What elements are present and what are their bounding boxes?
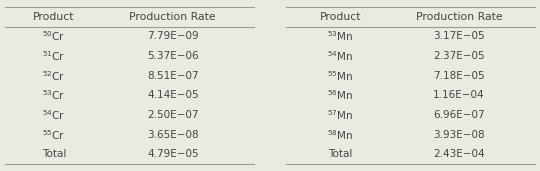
Text: 7.79E−09: 7.79E−09 — [147, 31, 199, 41]
Text: Total: Total — [42, 149, 66, 159]
Text: $^{57}$Mn: $^{57}$Mn — [327, 108, 353, 122]
Text: 3.17E−05: 3.17E−05 — [433, 31, 485, 41]
Text: Total: Total — [328, 149, 353, 159]
Text: 6.96E−07: 6.96E−07 — [433, 110, 485, 120]
Text: 8.51E−07: 8.51E−07 — [147, 71, 199, 81]
Text: 5.37E−06: 5.37E−06 — [147, 51, 199, 61]
Text: $^{53}$Cr: $^{53}$Cr — [42, 88, 66, 102]
Text: $^{56}$Mn: $^{56}$Mn — [327, 88, 353, 102]
Text: $^{55}$Mn: $^{55}$Mn — [327, 69, 353, 83]
Text: 2.37E−05: 2.37E−05 — [433, 51, 485, 61]
Text: 2.43E−04: 2.43E−04 — [433, 149, 485, 159]
Text: Production Rate: Production Rate — [416, 12, 502, 22]
Text: $^{52}$Cr: $^{52}$Cr — [42, 69, 66, 83]
Text: 3.93E−08: 3.93E−08 — [433, 130, 485, 140]
Text: $^{54}$Mn: $^{54}$Mn — [327, 49, 353, 63]
Text: $^{50}$Cr: $^{50}$Cr — [42, 29, 66, 43]
Text: Product: Product — [320, 12, 361, 22]
Text: 1.16E−04: 1.16E−04 — [433, 90, 485, 100]
Text: $^{54}$Cr: $^{54}$Cr — [42, 108, 66, 122]
Text: 3.65E−08: 3.65E−08 — [147, 130, 199, 140]
Text: 2.50E−07: 2.50E−07 — [147, 110, 199, 120]
Text: Product: Product — [33, 12, 75, 22]
Text: 4.14E−05: 4.14E−05 — [147, 90, 199, 100]
Text: Production Rate: Production Rate — [130, 12, 216, 22]
Text: $^{58}$Mn: $^{58}$Mn — [327, 128, 353, 142]
Text: $^{51}$Cr: $^{51}$Cr — [42, 49, 66, 63]
Text: $^{55}$Cr: $^{55}$Cr — [42, 128, 66, 142]
Text: 4.79E−05: 4.79E−05 — [147, 149, 199, 159]
Text: 7.18E−05: 7.18E−05 — [433, 71, 485, 81]
Text: $^{53}$Mn: $^{53}$Mn — [327, 29, 353, 43]
